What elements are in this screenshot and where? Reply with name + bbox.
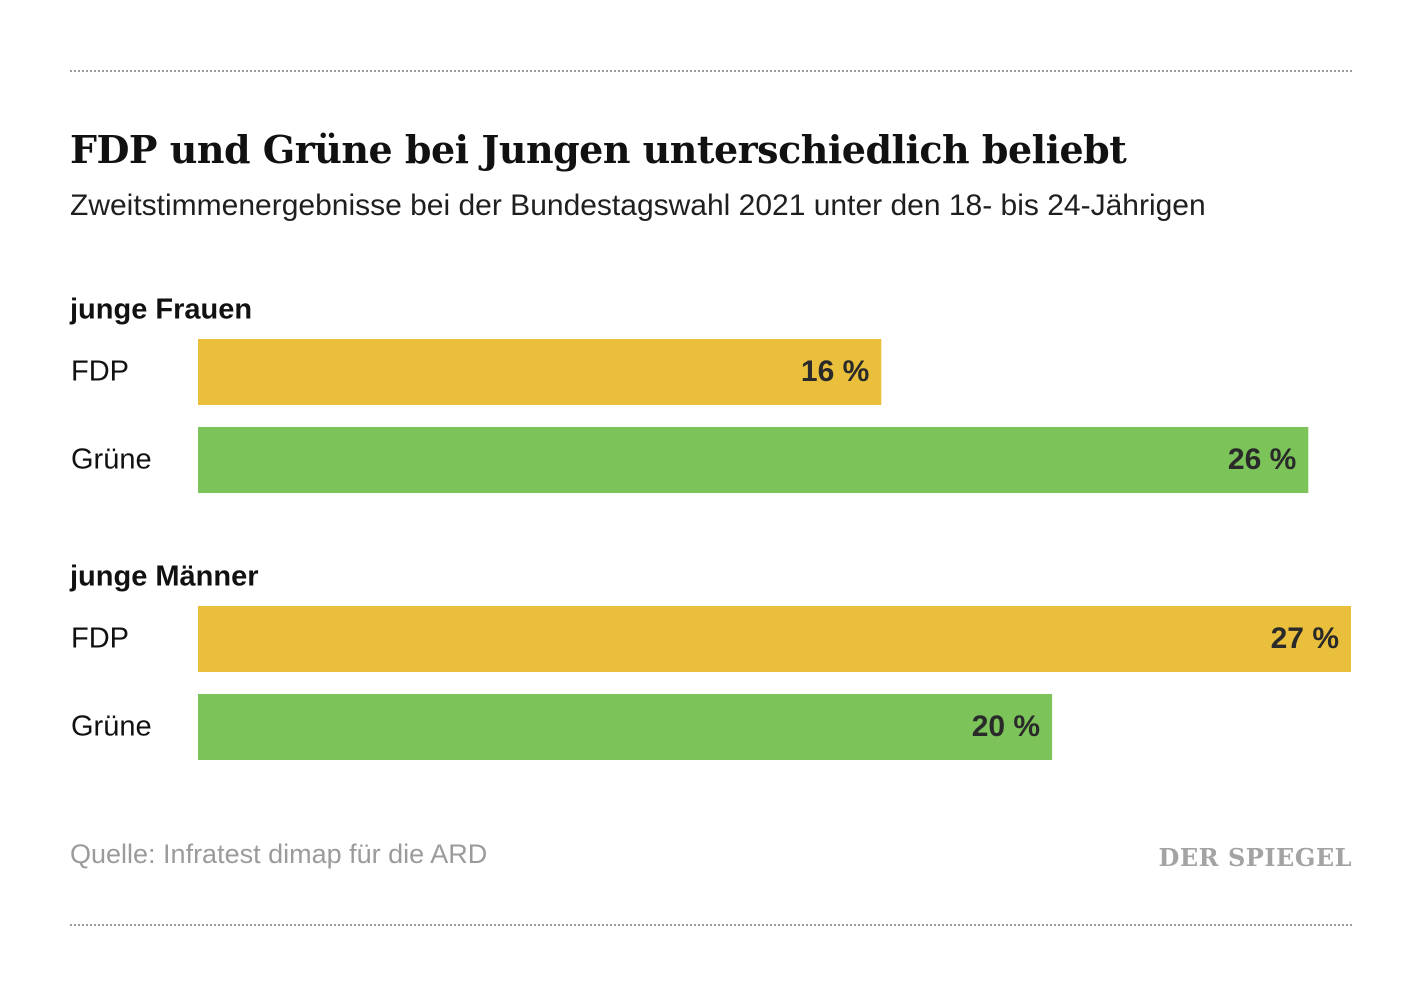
bar [198, 339, 882, 405]
der-spiegel-logo: DER SPIEGEL [1158, 843, 1352, 872]
group-label: junge Frauen [69, 294, 252, 326]
category-label: Grüne [71, 711, 152, 743]
source-note: Quelle: Infratest dimap für die ARD [70, 839, 488, 869]
data-label: 16 % [801, 355, 869, 388]
data-label: 27 % [1271, 622, 1339, 655]
data-label: 20 % [972, 710, 1040, 743]
bar [198, 606, 1351, 672]
chart-title: FDP und Grüne bei Jungen unterschiedlich… [70, 127, 1127, 172]
category-label: FDP [71, 623, 129, 655]
category-label: Grüne [71, 444, 152, 476]
group-label: junge Männer [69, 561, 259, 593]
bar [198, 427, 1309, 493]
data-label: 26 % [1228, 443, 1296, 476]
category-label: FDP [71, 356, 129, 388]
bottom-dotted-divider [70, 924, 1352, 926]
bar [198, 694, 1053, 760]
top-dotted-divider [70, 70, 1352, 72]
chart-subtitle: Zweitstimmenergebnisse bei der Bundestag… [70, 189, 1206, 222]
